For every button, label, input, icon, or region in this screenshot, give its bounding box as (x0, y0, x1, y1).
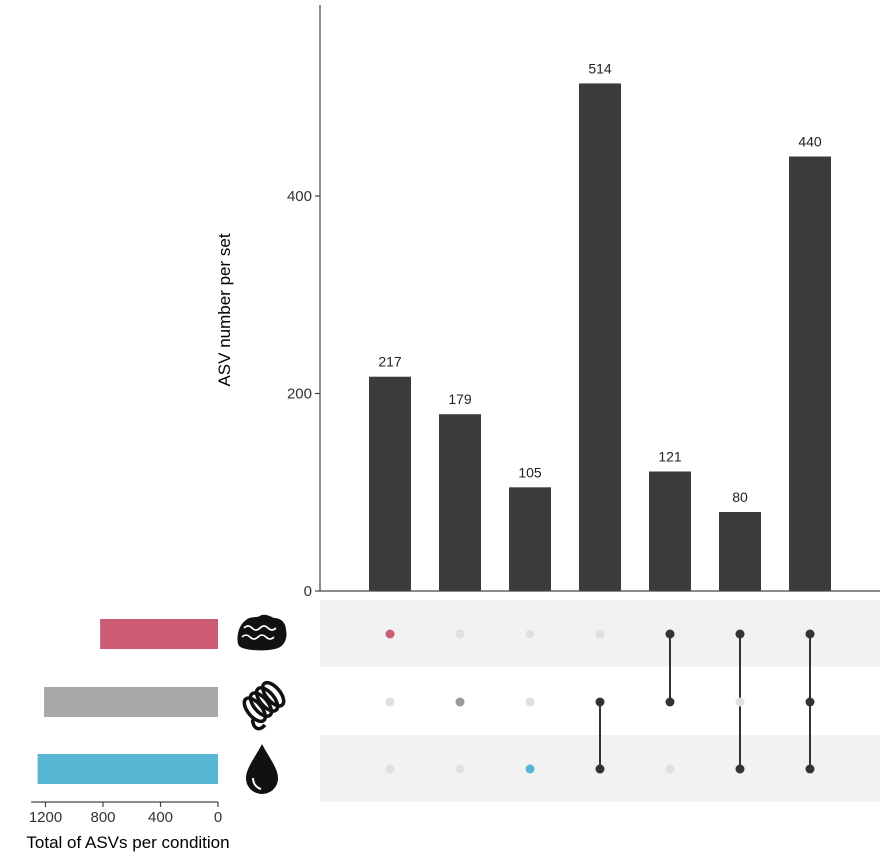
matrix-dot-inactive (735, 697, 745, 707)
bar-value-label: 217 (378, 354, 402, 370)
bar-value-label: 105 (518, 464, 542, 480)
intersection-matrix (385, 629, 815, 774)
set-size-axis-title: Total of ASVs per condition (26, 833, 229, 852)
set-size-tick-label: 1200 (29, 809, 62, 826)
matrix-dot-inactive (595, 629, 605, 639)
y-tick-label: 200 (287, 386, 312, 403)
rope-loop (254, 686, 280, 713)
matrix-dot-active (525, 764, 535, 774)
rope-loop (248, 691, 274, 718)
matrix-dot-inactive (455, 764, 465, 774)
set-icons (237, 614, 287, 794)
intersection-bar (719, 512, 761, 591)
matrix-dot-inactive (385, 697, 395, 707)
matrix-dot-inactive (455, 629, 465, 639)
bar-value-label: 514 (588, 60, 612, 76)
y-tick-label: 0 (304, 583, 312, 600)
matrix-dot-active (595, 764, 605, 774)
set-size-bars (37, 619, 218, 784)
matrix-dot-active (735, 629, 745, 639)
biofilm-shape (237, 614, 287, 651)
matrix-dot-active (805, 629, 815, 639)
y-axis: ASV number per set 0 200 400 (215, 5, 880, 600)
intersection-bar (579, 83, 621, 592)
water-drop-shape (246, 744, 278, 794)
rope-loop (242, 696, 268, 724)
bar-value-label: 121 (658, 449, 682, 465)
bar-value-label: 80 (732, 489, 748, 505)
rope-end (250, 719, 267, 731)
set-size-tick-label: 400 (148, 809, 173, 826)
matrix-dot-inactive (525, 629, 535, 639)
set-size-tick-label: 800 (90, 809, 115, 826)
intersection-bars (369, 83, 831, 592)
set-size-tick-label: 0 (214, 809, 222, 826)
set-size-axis: Total of ASVs per condition 1200 800 400 0 (26, 801, 230, 852)
intersection-bar (369, 376, 411, 591)
matrix-dot-inactive (385, 764, 395, 774)
water-drop-icon (246, 744, 278, 794)
biofilm-wave (241, 634, 275, 640)
y-tick-label: 400 (287, 188, 312, 205)
y-axis-title: ASV number per set (215, 233, 234, 386)
biofilm-wave (243, 625, 277, 631)
matrix-dot-active (455, 697, 465, 707)
matrix-dot-active (805, 697, 815, 707)
rope-loop (260, 680, 286, 708)
matrix-dot-active (665, 629, 675, 639)
matrix-dot-inactive (525, 697, 535, 707)
set-size-bar-rope (44, 687, 218, 717)
bar-value-label: 179 (448, 391, 472, 407)
biofilm-icon (237, 614, 287, 651)
bar-value-labels: 217 179 105 514 121 80 440 (378, 60, 822, 505)
bar-value-label: 440 (798, 134, 822, 150)
intersection-bar (789, 156, 831, 591)
water-drop-highlight (252, 777, 262, 790)
matrix-dot-active (735, 764, 745, 774)
matrix-dot-active (595, 697, 605, 707)
matrix-dot-inactive (665, 764, 675, 774)
rope-icon (242, 680, 286, 731)
set-size-bar-water (37, 754, 218, 784)
set-size-bar-biofilm (100, 619, 218, 649)
matrix-dot-active (665, 697, 675, 707)
intersection-bar (439, 414, 481, 591)
matrix-dot-active (385, 629, 395, 639)
intersection-bar (509, 487, 551, 591)
matrix-dot-active (805, 764, 815, 774)
intersection-bar (649, 471, 691, 591)
